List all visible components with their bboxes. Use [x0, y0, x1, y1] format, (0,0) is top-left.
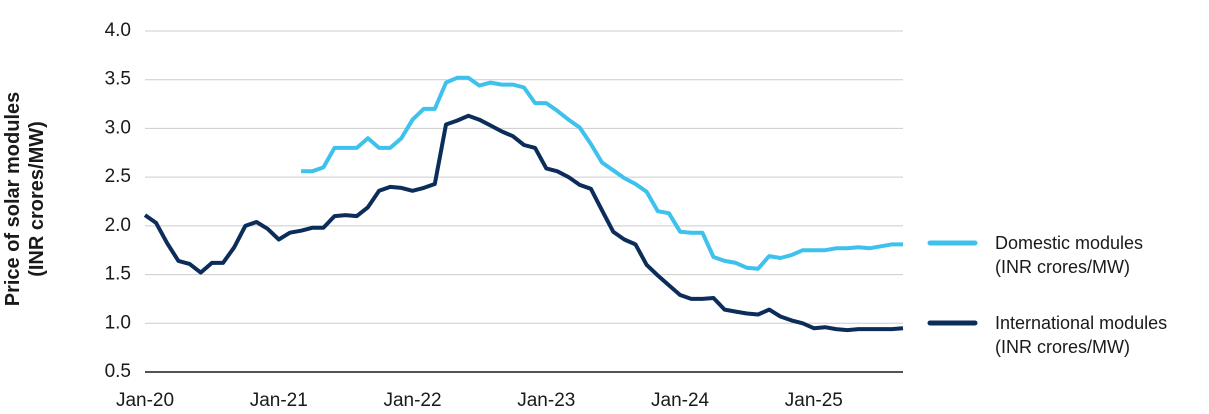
y-tick-label: 3.5: [105, 69, 131, 90]
series-line: [301, 75, 903, 271]
x-tick-label: Jan-24: [651, 390, 710, 411]
series-line: [143, 113, 904, 333]
y-tick-label: 0.5: [105, 361, 131, 382]
legend-label: Domestic modules (INR crores/MW): [995, 233, 1144, 277]
x-tick-label: Jan-22: [383, 390, 441, 411]
x-tick-label: Jan-25: [785, 390, 843, 411]
y-tick-label: 1.5: [105, 264, 131, 285]
y-tick-label: 3.0: [105, 117, 131, 138]
x-tick-label: Jan-20: [116, 390, 174, 411]
x-tick-label: Jan-23: [517, 390, 575, 411]
y-tick-label: 1.0: [105, 312, 131, 333]
y-tick-label: 2.0: [105, 215, 131, 236]
y-tick-label: 4.0: [105, 20, 131, 41]
legend-label: International modules (INR crores/MW): [995, 313, 1168, 357]
y-axis-label: Price of solar modules (INR crores/MW): [2, 91, 48, 307]
x-tick-label: Jan-21: [250, 390, 308, 411]
y-tick-label: 2.5: [105, 166, 131, 187]
